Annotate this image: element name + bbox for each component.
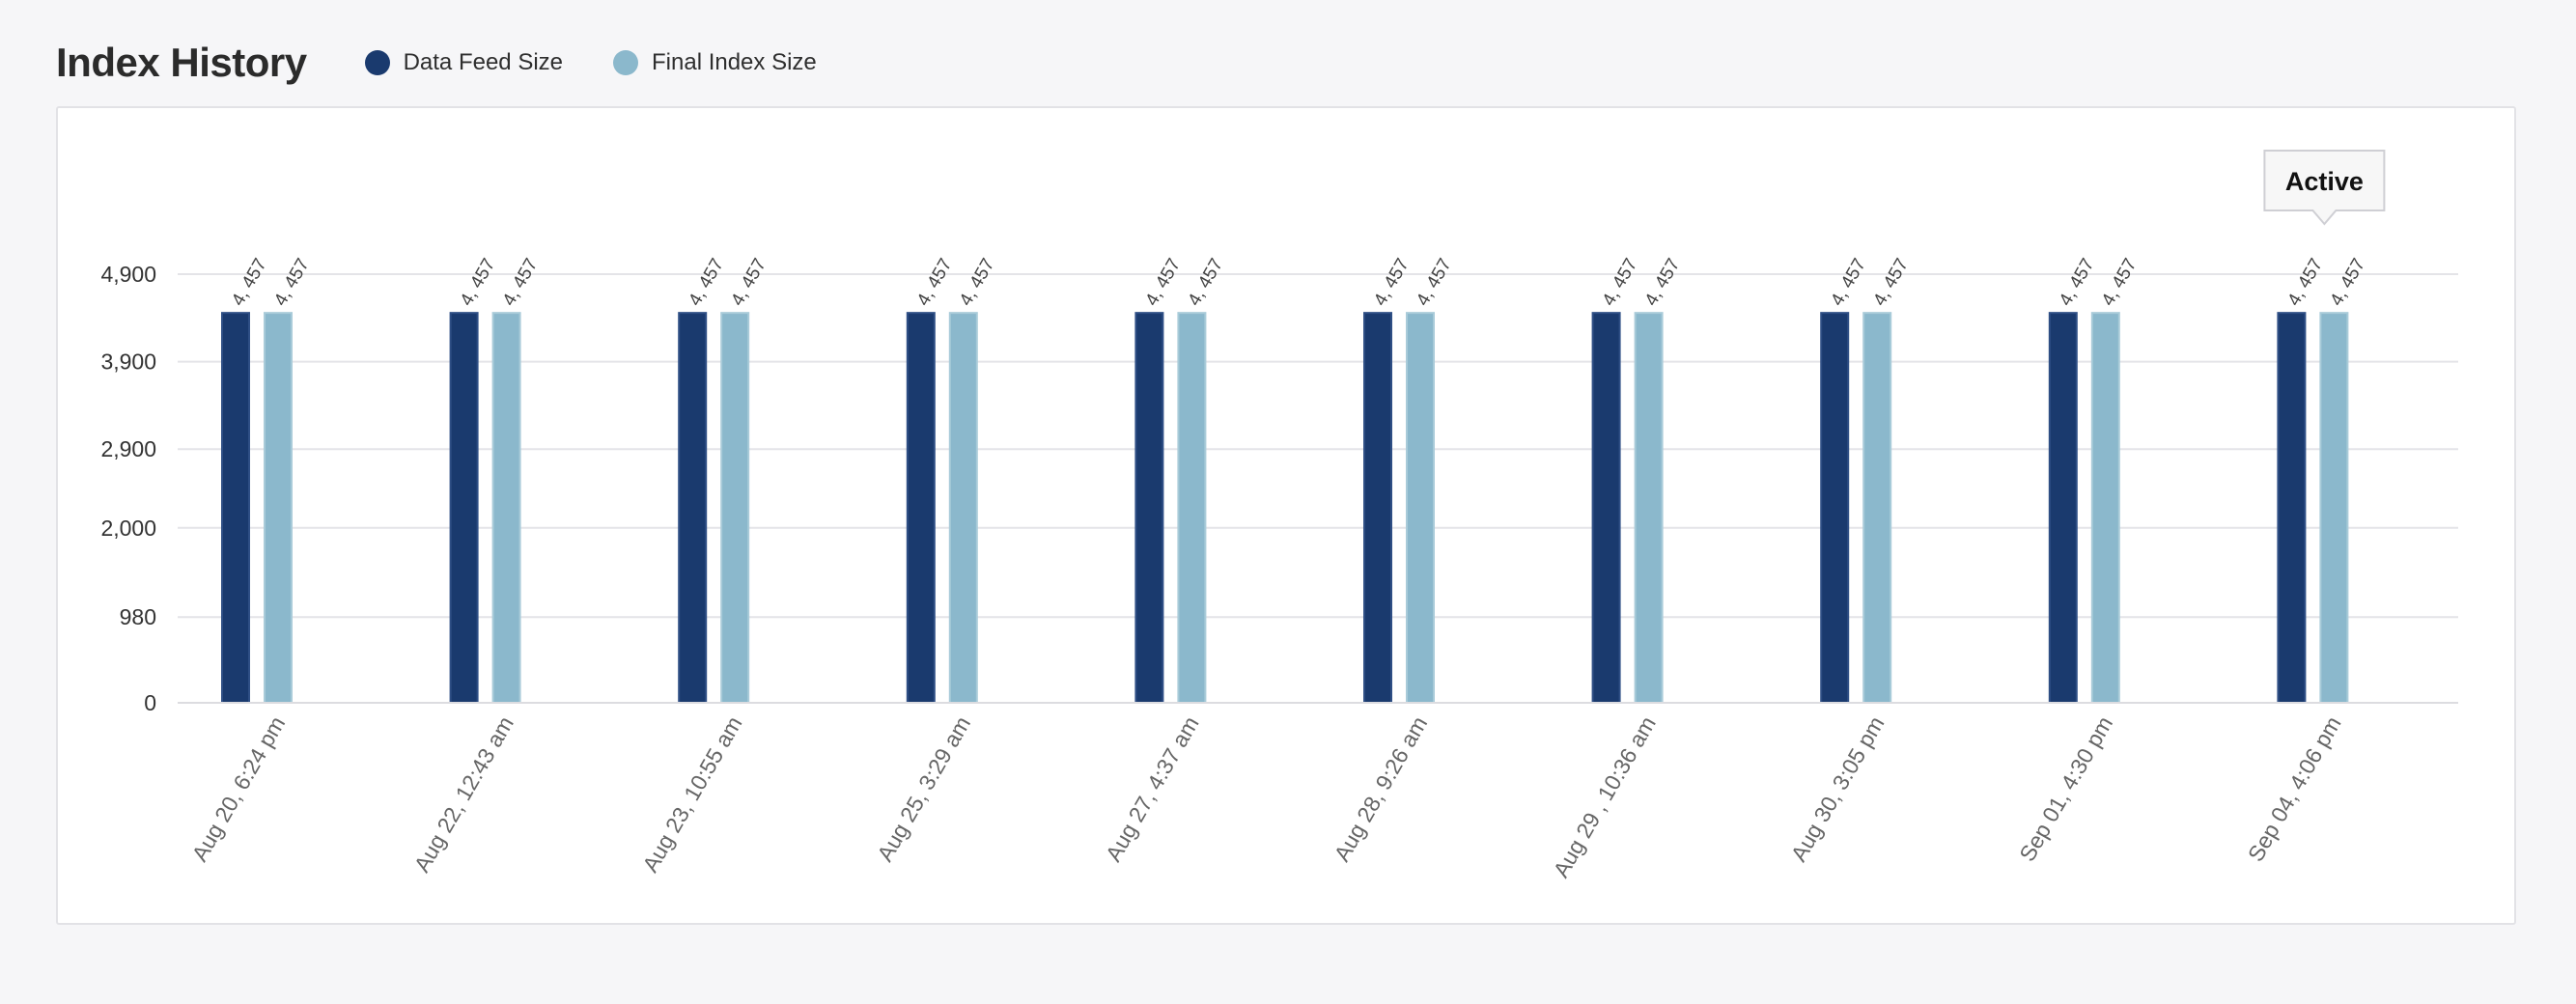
bar-final-index-size [1634, 312, 1664, 704]
data-label: 4, 457 [727, 255, 770, 309]
data-label: 4, 457 [1827, 255, 1870, 309]
bar-final-index-size [720, 312, 750, 704]
y-tick-label: 4,900 [100, 262, 156, 287]
data-label: 4, 457 [270, 255, 314, 309]
y-tick-label: 0 [144, 690, 156, 715]
bar-final-index-size [948, 312, 978, 704]
legend-swatch-data-feed-size [364, 50, 390, 75]
legend-label: Final Index Size [652, 49, 817, 75]
page-title: Index History [56, 40, 307, 85]
y-tick-label: 2,000 [100, 516, 156, 541]
bar-final-index-size [491, 312, 521, 704]
x-tick-label: Sep 04, 4:06 pm [2243, 712, 2346, 866]
tooltip-label: Active [2285, 167, 2364, 196]
bar-final-index-size [1177, 312, 1207, 704]
y-tick-label: 3,900 [100, 349, 156, 375]
bar-data-feed-size [2277, 312, 2307, 704]
tooltip-box [2263, 150, 2386, 226]
data-label: 4, 457 [1413, 255, 1456, 309]
bar-data-feed-size [449, 312, 479, 704]
x-tick-label: Aug 29 , 10:36 am [1548, 712, 1661, 882]
data-label: 4, 457 [1641, 255, 1685, 309]
bar-data-feed-size [221, 312, 250, 704]
x-tick-label: Aug 27, 4:37 am [1101, 712, 1204, 866]
x-tick-label: Aug 30, 3:05 pm [1786, 712, 1890, 866]
data-label: 4, 457 [457, 255, 500, 309]
bar-data-feed-size [1820, 312, 1850, 704]
bar-data-feed-size [906, 312, 936, 704]
bar-data-feed-size [678, 312, 708, 704]
chart-legend: Data Feed Size Final Index Size [364, 49, 867, 76]
data-label: 4, 457 [2056, 255, 2099, 309]
bar-final-index-size [2319, 312, 2349, 704]
data-label: 4, 457 [499, 255, 543, 309]
data-label: 4, 457 [2284, 255, 2328, 309]
data-label: 4, 457 [1185, 255, 1228, 309]
legend-label: Data Feed Size [403, 49, 563, 75]
bar-final-index-size [2090, 312, 2120, 704]
bar-final-index-size [1862, 312, 1892, 704]
chart-card: 0 980 2,000 2,900 3,900 4,900 4, 457 4, 457 Aug … [56, 106, 2516, 925]
x-tick-label: Aug 22, 12:43 am [409, 712, 518, 877]
bar-data-feed-size [1134, 312, 1164, 704]
y-tick-label: 2,900 [100, 436, 156, 461]
x-tick-label: Aug 25, 3:29 am [872, 712, 975, 866]
legend-item-data-feed-size[interactable]: Data Feed Size [364, 49, 563, 76]
data-label: 4, 457 [1370, 255, 1414, 309]
data-label: 4, 457 [913, 255, 957, 309]
data-label: 4, 457 [228, 255, 271, 309]
legend-item-final-index-size[interactable]: Final Index Size [613, 49, 817, 76]
data-label: 4, 457 [1142, 255, 1186, 309]
bar-final-index-size [264, 312, 293, 704]
bar-data-feed-size [1363, 312, 1392, 704]
x-tick-label: Sep 01, 4:30 pm [2014, 712, 2117, 866]
x-tick-label: Aug 20, 6:24 pm [186, 712, 290, 866]
y-tick-label: 980 [120, 604, 156, 629]
x-tick-label: Aug 23, 10:55 am [637, 712, 746, 877]
legend-swatch-final-index-size [613, 50, 638, 75]
data-label: 4, 457 [685, 255, 728, 309]
data-label: 4, 457 [1869, 255, 1913, 309]
data-label: 4, 457 [2327, 255, 2370, 309]
bar-data-feed-size [1591, 312, 1621, 704]
chart-header: Index History Data Feed Size Final Index… [56, 29, 867, 97]
bar-final-index-size [1406, 312, 1435, 704]
x-tick-label: Aug 28, 9:26 am [1329, 712, 1432, 866]
data-label: 4, 457 [1599, 255, 1642, 309]
data-label: 4, 457 [2098, 255, 2142, 309]
data-label: 4, 457 [956, 255, 999, 309]
bar-data-feed-size [2048, 312, 2078, 704]
